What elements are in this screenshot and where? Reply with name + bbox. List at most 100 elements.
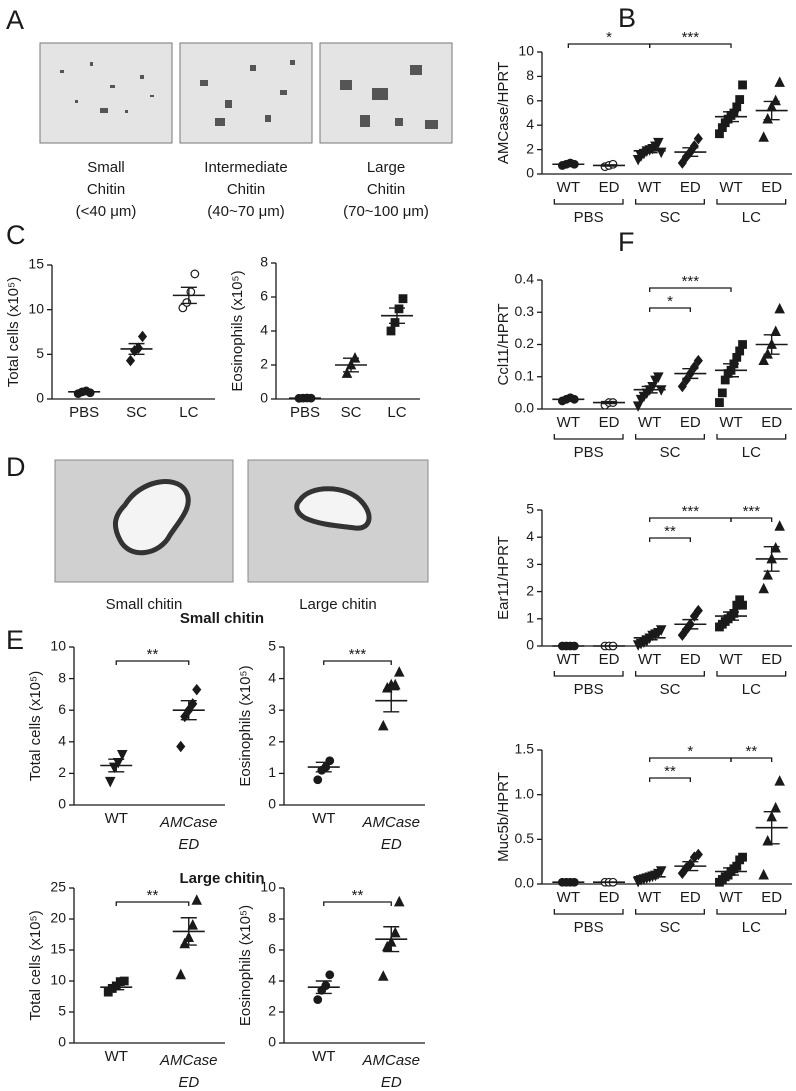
chitin-particles	[60, 60, 438, 129]
x-tick-label: WT	[557, 179, 580, 196]
x-tick-label: ED	[761, 179, 782, 196]
significance-bracket	[323, 901, 392, 906]
sem-bar	[315, 761, 332, 773]
y-tick-label: 0	[268, 1034, 276, 1050]
data-point	[377, 970, 389, 981]
x-tick-label: ED	[761, 651, 782, 668]
y-axis-title: Ear11/HPRT	[495, 536, 512, 620]
y-tick-label: 3	[526, 555, 534, 571]
data-point	[341, 367, 353, 378]
data-point	[653, 137, 664, 149]
data-point	[762, 112, 773, 124]
sem-bar	[641, 874, 658, 880]
y-tick-label: 5	[58, 1003, 66, 1019]
panel-d-images	[54, 459, 429, 583]
data-point	[393, 666, 405, 677]
y-tick-label: 25	[50, 879, 66, 895]
significance-label: ***	[682, 29, 700, 46]
data-point	[774, 76, 785, 87]
category-label: PBS	[574, 919, 604, 936]
data-point	[770, 801, 781, 813]
data-point	[655, 625, 667, 636]
significance-label: **	[745, 743, 757, 760]
x-tick-label: WT	[638, 414, 661, 431]
data-point	[325, 970, 335, 980]
airway	[112, 479, 191, 556]
category-label: SC	[660, 209, 681, 226]
x-tick-label: ED	[178, 836, 199, 853]
category-bracket	[716, 199, 787, 205]
x-tick-label: PBS	[69, 404, 99, 421]
data-point	[176, 740, 186, 753]
micrograph	[39, 42, 173, 144]
x-tick-label: LC	[387, 404, 406, 421]
x-tick-label: WT	[638, 651, 661, 668]
x-tick-label: ED	[599, 179, 620, 196]
category-label: PBS	[574, 209, 604, 226]
data-point	[653, 372, 664, 383]
category-label: LC	[742, 209, 761, 226]
y-tick-label: 8	[268, 910, 276, 926]
x-tick-label: SC	[126, 404, 147, 421]
data-point	[732, 102, 742, 112]
y-tick-label: 5	[268, 638, 276, 654]
data-point	[774, 302, 785, 314]
data-point	[393, 895, 405, 907]
caption: Small chitin	[106, 596, 183, 613]
y-tick-label: 2	[268, 1003, 276, 1019]
data-point	[693, 132, 703, 145]
category-bracket	[553, 671, 624, 677]
sem-bar	[723, 363, 739, 378]
data-point	[677, 157, 687, 169]
x-tick-label: WT	[105, 810, 128, 827]
data-point	[693, 848, 703, 861]
y-tick-label: 4	[526, 528, 534, 544]
caption: Large	[367, 159, 405, 176]
significance-label: ***	[349, 646, 367, 663]
panel-a-images	[39, 42, 453, 144]
data-point	[758, 131, 769, 142]
data-point	[693, 604, 703, 617]
category-bracket	[635, 434, 705, 440]
y-tick-label: 15	[28, 256, 44, 272]
significance-label: *	[667, 293, 673, 310]
sem-bar	[682, 860, 699, 872]
panel-label: B	[618, 3, 636, 33]
category-bracket	[716, 909, 787, 915]
significance-bracket	[649, 537, 691, 542]
sem-bar	[108, 758, 125, 773]
sem-bar	[723, 111, 739, 123]
category-bracket	[716, 434, 787, 440]
significance-bracket	[115, 901, 190, 906]
data-point	[738, 340, 747, 349]
caption: (40~70 μm)	[207, 203, 284, 220]
data-point	[137, 330, 148, 343]
y-tick-label: 10	[518, 43, 534, 59]
data-point	[770, 94, 781, 106]
x-tick-label: WT	[638, 889, 661, 906]
data-point	[180, 710, 190, 723]
panel-label: E	[6, 625, 24, 655]
section-title: Large chitin	[179, 870, 264, 887]
data-point	[774, 775, 785, 786]
sem-bar	[389, 307, 405, 325]
x-tick-label: WT	[557, 414, 580, 431]
y-tick-label: 5	[526, 501, 534, 517]
sem-bar	[763, 810, 780, 845]
category-label: LC	[742, 919, 761, 936]
y-axis-title: Total cells (x10⁵)	[5, 277, 22, 387]
x-tick-label: PBS	[290, 404, 320, 421]
category-bracket	[635, 199, 705, 205]
sem-bar	[383, 926, 400, 953]
y-tick-label: 0	[58, 796, 66, 812]
significance-label: **	[664, 763, 676, 780]
category-label: LC	[742, 444, 761, 461]
sem-bar	[108, 984, 125, 991]
sem-bar	[601, 164, 617, 167]
significance-bracket	[730, 757, 773, 762]
data-point	[175, 968, 187, 980]
x-tick-label: ED	[680, 414, 701, 431]
caption: Small	[87, 159, 125, 176]
data-point	[187, 919, 199, 930]
data-point	[762, 569, 773, 580]
